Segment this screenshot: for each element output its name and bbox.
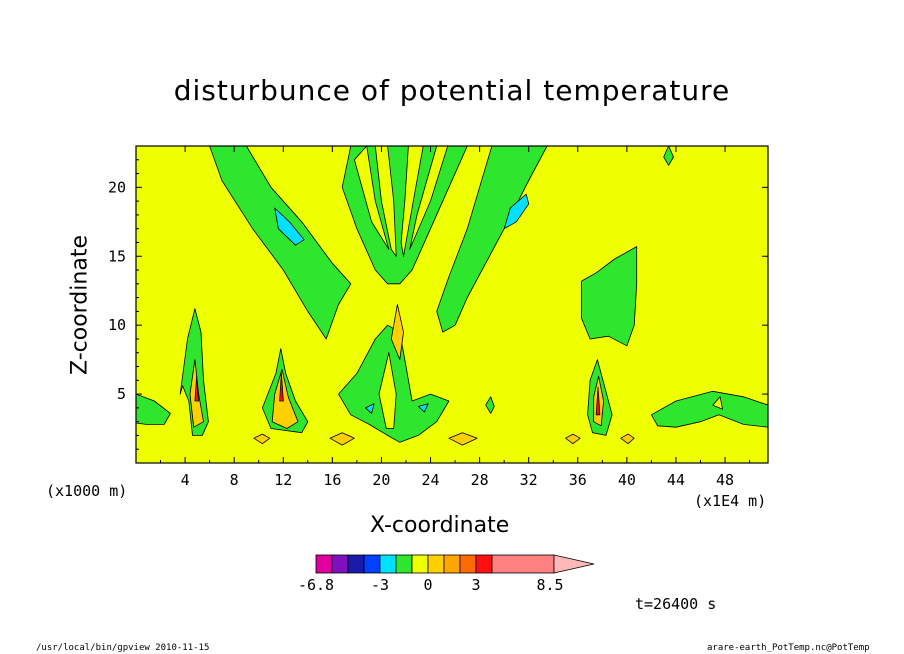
colorbar-segment: [427, 554, 445, 574]
contour-regions: [136, 146, 768, 446]
contour-region: [329, 432, 355, 446]
colorbar-segment: [363, 554, 381, 574]
colorbar-segment: [315, 554, 333, 574]
contour-region: [485, 396, 495, 414]
x-tick-label: 8: [230, 471, 239, 489]
y-axis-label: Z-coordinate: [67, 235, 93, 375]
x-tick-label: 24: [421, 471, 439, 489]
x-tick-label: 40: [618, 471, 636, 489]
colorbar-segment: [347, 554, 365, 574]
x-axis-label: X-coordinate: [370, 513, 510, 538]
contour-region: [279, 372, 284, 402]
colorbar-label: 3: [471, 576, 480, 594]
contour-region: [503, 193, 530, 230]
y-axis: 5 10 15 20: [108, 159, 768, 450]
x-tick-label: 32: [520, 471, 538, 489]
colorbar-extend-arrow: [553, 554, 595, 574]
colorbar-segment: [459, 554, 477, 574]
contour-region: [271, 368, 299, 429]
contour-region: [565, 433, 581, 445]
colorbar-label: -3: [371, 576, 389, 594]
colorbar: -6.8 -3 0 3 8.5: [298, 554, 595, 594]
x-tick-label: 4: [181, 471, 190, 489]
contour-region: [378, 352, 397, 429]
contour-region: [409, 146, 449, 250]
contour-region: [581, 246, 638, 347]
time-label: t=26400 s: [635, 595, 717, 613]
contour-region: [390, 304, 404, 361]
contour-region: [194, 375, 200, 402]
contour-region: [365, 403, 375, 414]
contour-region: [663, 146, 674, 166]
footer-right: arare-earth_PotTemp.nc@PotTemp: [707, 643, 870, 653]
colorbar-segment: [491, 554, 555, 574]
x-tick-label: 20: [372, 471, 390, 489]
x-tick-label: 12: [274, 471, 292, 489]
contour-region: [448, 432, 478, 446]
x-tick-label: 48: [716, 471, 734, 489]
contour-region: [274, 207, 305, 246]
contour-region: [253, 433, 271, 445]
contour-region: [136, 393, 171, 425]
colorbar-label: -6.8: [298, 576, 334, 594]
contour-region: [374, 146, 397, 257]
y-tick-label: 20: [108, 178, 126, 196]
colorbar-segment: [379, 554, 397, 574]
x-tick-label: 44: [667, 471, 685, 489]
colorbar-segment: [475, 554, 493, 574]
colorbar-label: 0: [423, 576, 432, 594]
contour-region: [353, 146, 390, 250]
x-unit-left: (x1000 m): [46, 482, 128, 500]
colorbar-label: 8.5: [536, 576, 563, 594]
contour-region: [620, 433, 635, 445]
contour-region: [209, 146, 352, 340]
x-tick-label: 36: [569, 471, 587, 489]
y-tick-label: 5: [117, 385, 126, 403]
y-tick-label: 15: [108, 247, 126, 265]
contour-region: [417, 403, 429, 413]
x-tick-label: 28: [471, 471, 489, 489]
contour-region: [595, 386, 601, 416]
contour-region: [712, 396, 723, 410]
x-axis: 4 8 12 16 20 24 28 32 36 40 44 48: [160, 146, 751, 489]
x-tick-label: 16: [323, 471, 341, 489]
x-unit-right: (x1E4 m): [694, 492, 767, 510]
footer-left: /usr/local/bin/gpview 2010-11-15: [36, 643, 210, 653]
colorbar-segment: [331, 554, 349, 574]
y-tick-label: 10: [108, 316, 126, 334]
chart-title: disturbunce of potential temperature: [173, 74, 731, 107]
plot-frame: [135, 145, 769, 464]
colorbar-segment: [411, 554, 429, 574]
contour-region: [651, 390, 768, 428]
colorbar-segment: [395, 554, 413, 574]
colorbar-segment: [443, 554, 461, 574]
contour-region: [436, 146, 548, 333]
contour-region: [400, 146, 424, 257]
